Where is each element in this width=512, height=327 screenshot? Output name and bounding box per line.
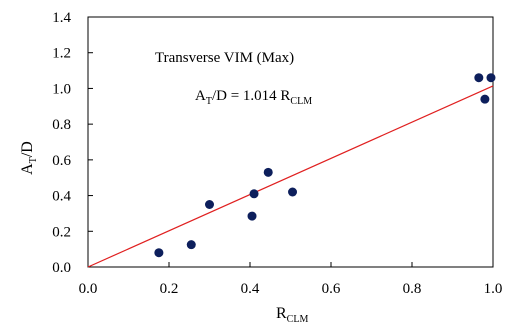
data-point	[474, 73, 484, 83]
x-axis-title-sub: CLM	[287, 314, 309, 325]
y-tick-label: 0.6	[52, 153, 71, 169]
fit-line	[87, 85, 494, 268]
data-point	[205, 200, 214, 209]
y-tick-label: 1.4	[52, 10, 71, 26]
annotation-label: Transverse VIM (Max)	[155, 50, 294, 66]
y-tick-label: 1.2	[52, 46, 71, 62]
x-tick-label: 0.4	[241, 281, 260, 297]
y-tick-label: 1.0	[52, 81, 71, 97]
data-points	[154, 73, 496, 258]
x-tick-label: 0.6	[322, 281, 341, 297]
x-tick-label: 0.8	[403, 281, 422, 297]
y-axis-title-sub: T	[28, 157, 39, 163]
equation-a-sub: T	[206, 96, 212, 107]
data-point	[186, 240, 196, 250]
data-point	[263, 167, 273, 177]
x-tick-label: 0.0	[79, 281, 98, 297]
data-point	[249, 189, 259, 199]
y-axis-title: AT/D	[19, 141, 39, 175]
data-point	[247, 211, 257, 221]
y-axis-ticks: 0.0 0.2 0.4 0.6 0.8 1.0 1.2 1.4	[52, 10, 93, 276]
data-point	[486, 73, 496, 83]
x-tick-label: 0.2	[160, 281, 179, 297]
x-axis-ticks: 0.0 0.2 0.4 0.6 0.8 1.0	[79, 262, 503, 297]
y-axis-title-main: A	[19, 163, 36, 175]
equation-mid: /D = 1.014 R	[212, 88, 290, 104]
y-tick-label: 0.0	[52, 260, 71, 276]
y-axis-title-suffix: /D	[19, 141, 36, 157]
x-axis-title-main: R	[276, 305, 287, 322]
equation-annotation: AT/D = 1.014 RCLM	[195, 88, 312, 107]
x-axis-title: RCLM	[276, 305, 308, 325]
equation-a: A	[195, 88, 206, 104]
y-tick-label: 0.4	[52, 189, 71, 205]
y-tick-label: 0.2	[52, 224, 71, 240]
equation-r-sub: CLM	[290, 96, 312, 107]
data-point	[480, 94, 490, 104]
data-point	[154, 248, 164, 258]
y-tick-label: 0.8	[52, 117, 71, 133]
x-tick-label: 1.0	[484, 281, 503, 297]
plot-area	[87, 16, 494, 268]
data-point	[288, 187, 298, 197]
